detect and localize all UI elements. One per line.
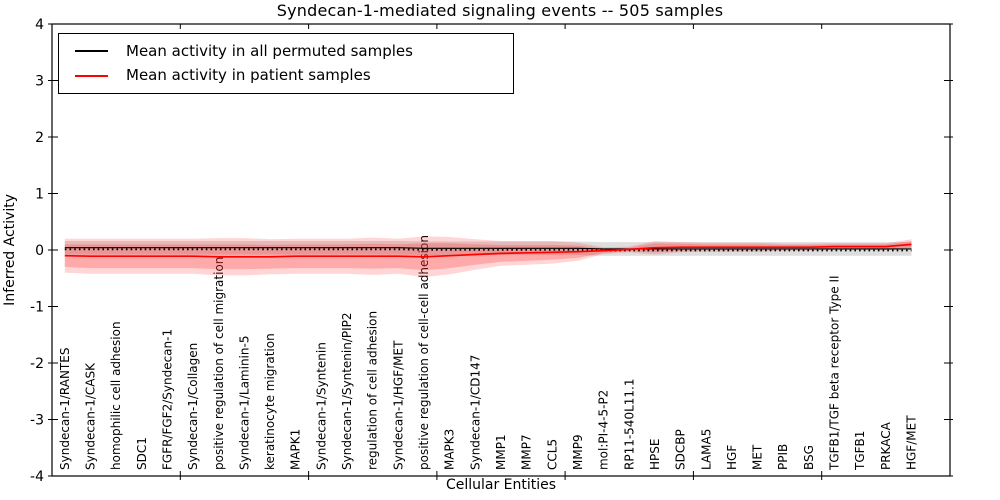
- y-axis-label: Inferred Activity: [2, 194, 18, 306]
- permuted-line-swatch: [75, 50, 108, 53]
- x-category-label: Syndecan-1/CASK: [83, 362, 97, 470]
- x-category-label: Syndecan-1/RANTES: [58, 348, 72, 470]
- x-category-label: MMP9: [571, 434, 585, 470]
- y-axis-label-container: Inferred Activity: [2, 24, 18, 476]
- x-category-label: MAPK3: [443, 429, 457, 470]
- x-category-label: positive regulation of cell migration: [212, 257, 226, 470]
- y-tick-label: 1: [35, 187, 44, 203]
- x-category-label: RP11-540L11.1: [622, 379, 636, 470]
- legend-entry-patient: Mean activity in patient samples: [75, 68, 505, 83]
- x-category-label: regulation of cell adhesion: [366, 311, 380, 470]
- x-category-label: keratinocyte migration: [263, 333, 277, 470]
- chart-title: Syndecan-1-mediated signaling events -- …: [276, 1, 724, 20]
- y-tick-label: 2: [35, 130, 44, 146]
- x-category-label: MET: [751, 444, 765, 470]
- x-category-label: SDCBP: [674, 429, 688, 470]
- x-category-label: positive regulation of cell-cell adhesio…: [417, 235, 431, 470]
- x-category-label: MMP1: [494, 434, 508, 470]
- x-category-label: mol:PI-4-5-P2: [597, 390, 611, 470]
- x-category-label: Syndecan-1/Syntenin/PIP2: [340, 312, 354, 470]
- x-category-label: LAMA5: [699, 429, 713, 470]
- x-category-label: FGFR/FGF2/Syndecan-1: [160, 329, 174, 470]
- permuted-mean-line: [64, 247, 912, 250]
- y-tick-label: -2: [30, 356, 44, 372]
- x-category-label: MAPK1: [289, 429, 303, 470]
- x-category-label: BSG: [802, 445, 816, 470]
- legend-label-permuted: Mean activity in all permuted samples: [126, 41, 413, 60]
- x-category-label: PRKACA: [879, 421, 893, 470]
- x-category-label: HGF/MET: [905, 415, 919, 470]
- patient-line-swatch: [75, 74, 108, 77]
- x-category-label: MMP7: [520, 434, 534, 470]
- x-category-label: homophilic cell adhesion: [109, 321, 123, 470]
- patient-mean-line: [64, 243, 912, 258]
- x-category-label: TGFB1/TGF beta receptor Type II: [828, 275, 842, 471]
- x-category-label: Syndecan-1/Collagen: [186, 343, 200, 470]
- legend: Mean activity in all permuted samples Me…: [58, 33, 514, 94]
- y-tick-label: -4: [30, 469, 44, 485]
- y-tick-label: -1: [30, 300, 44, 316]
- x-category-label: Syndecan-1/CD147: [468, 355, 482, 470]
- x-category-label: HGF: [725, 445, 739, 470]
- x-category-label: TGFB1: [853, 431, 867, 471]
- x-category-label: SDC1: [135, 437, 149, 470]
- x-category-label: Syndecan-1/Syntenin: [314, 342, 328, 470]
- x-category-label: Syndecan-1/HGF/MET: [391, 340, 405, 470]
- y-tick-label: 4: [35, 17, 44, 33]
- patient-mean-std-inner-band: [64, 241, 912, 271]
- y-tick-label: 0: [35, 243, 44, 259]
- x-category-label: Syndecan-1/Laminin-5: [237, 336, 251, 470]
- permuted-mean-line-markers: [64, 248, 912, 252]
- y-tick-label: 3: [35, 74, 44, 90]
- x-category-label: CCL5: [545, 439, 559, 470]
- legend-entry-permuted: Mean activity in all permuted samples: [75, 41, 505, 60]
- x-category-label: HPSE: [648, 439, 662, 470]
- legend-label-patient: Mean activity in patient samples: [126, 66, 371, 85]
- y-tick-label: -3: [30, 413, 44, 429]
- x-category-label: PPIB: [776, 444, 790, 470]
- x-axis-label: Cellular Entities: [445, 477, 557, 493]
